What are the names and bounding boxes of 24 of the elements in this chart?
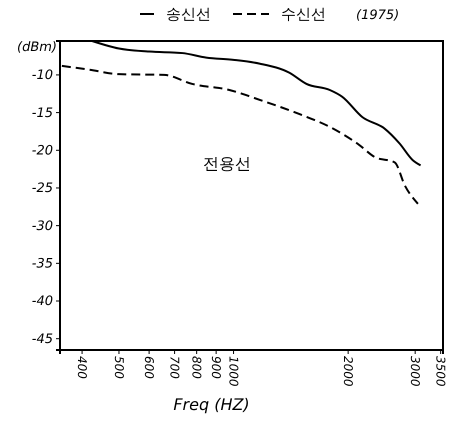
y-tick-label: -15 [32,106,53,121]
x-tick-label: 3000 [408,356,422,387]
x-tick-label: 700 [167,356,182,380]
x-tick-label: 400 [74,356,89,380]
x-tick-label: 1000 [226,356,240,387]
y-tick-label: -40 [32,294,53,310]
y-axis-title: (dBm) [17,40,57,55]
y-tick-label: -30 [32,218,53,234]
x-tick-label: 3500 [433,356,448,387]
x-axis-title: Freq (HZ) [173,395,250,414]
annotation: 전용선 [203,154,251,173]
x-tick-label: 800 [189,356,204,380]
x-tick-label: 600 [142,356,156,380]
text: (1975) [356,8,400,23]
y-tick-label: -35 [32,256,53,272]
x-tick-label: 900 [208,356,223,380]
y-tick-label: -45 [32,332,53,347]
legend-label: 수신선 [281,5,326,23]
y-tick-label: -20 [32,143,53,158]
legend-label: 송신선 [166,5,211,23]
x-tick-label: 500 [112,356,126,380]
y-tick-label: -10 [32,68,53,84]
y-tick-label: -25 [32,181,53,196]
x-tick-label: 2000 [340,356,355,387]
